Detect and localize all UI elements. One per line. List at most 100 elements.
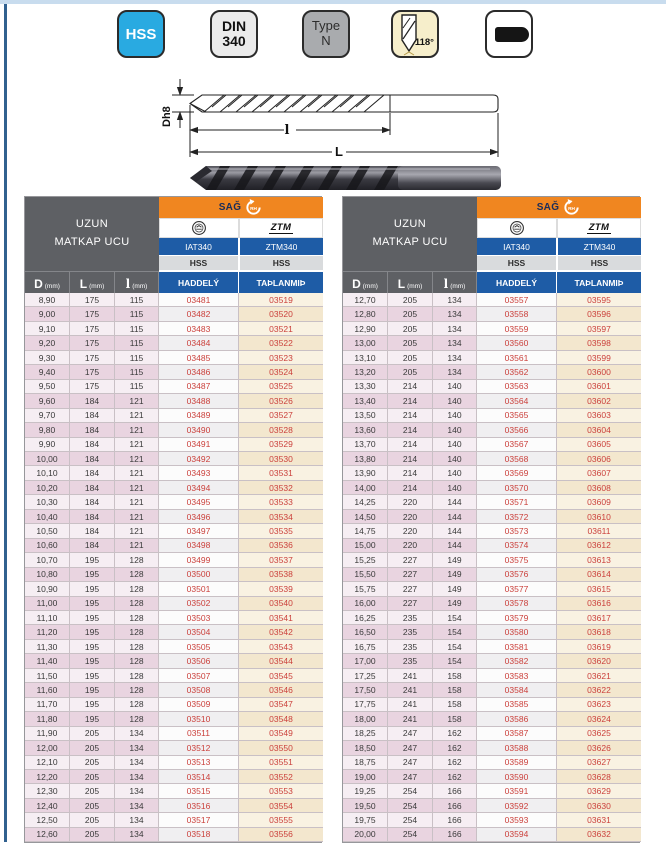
cell-total-length: 175 <box>70 307 115 322</box>
direction-label: SAĞ <box>218 202 242 213</box>
table-title: UZUN MATKAP UCU <box>343 197 477 271</box>
cell-diameter: 13,70 <box>343 437 388 452</box>
cell-diameter: 15,75 <box>343 582 388 597</box>
cell-flute-length: 140 <box>433 423 477 438</box>
cell-total-length: 195 <box>70 596 115 611</box>
drill-flute-lines <box>189 94 391 113</box>
brand2-logo-cell: ZTM <box>239 218 323 238</box>
cell-code-haddeli: 03492 <box>159 451 239 467</box>
ztm-brand-logo: ZTM <box>586 222 612 234</box>
cell-total-length: 195 <box>70 567 115 583</box>
cell-diameter: 13,50 <box>343 408 388 424</box>
cell-code-taslanmis: 03610 <box>557 509 641 525</box>
cell-code-haddeli: 03559 <box>477 321 557 337</box>
cell-code-taslanmis: 03547 <box>239 697 323 713</box>
table-row: 16,00 227 149 03578 03616 <box>343 596 641 611</box>
table-row: 10,60 184 121 03498 03536 <box>25 538 323 554</box>
cell-code-taslanmis: 03612 <box>557 538 641 554</box>
cell-total-length: 205 <box>70 769 115 785</box>
cell-total-length: 214 <box>388 394 433 409</box>
cell-code-taslanmis: 03618 <box>557 625 641 640</box>
cell-flute-length: 128 <box>115 610 159 626</box>
right-hand-rotation-icon: RH <box>564 198 579 215</box>
cell-total-length: 175 <box>70 321 115 337</box>
cell-code-taslanmis: 03536 <box>239 538 323 554</box>
cell-total-length: 227 <box>388 553 433 568</box>
cell-diameter: 11,20 <box>25 625 70 640</box>
material2-label: HSS <box>239 256 323 271</box>
cell-diameter: 10,70 <box>25 553 70 568</box>
cell-flute-length: 115 <box>115 336 159 351</box>
cell-code-taslanmis: 03604 <box>557 423 641 438</box>
cell-code-haddeli: 03491 <box>159 437 239 452</box>
cell-total-length: 227 <box>388 596 433 611</box>
cell-flute-length: 144 <box>433 538 477 554</box>
cell-code-taslanmis: 03609 <box>557 495 641 510</box>
drill-size-table-left: UZUN MATKAP UCU SAĞ RH ZTM IAT340 ZTM340… <box>24 196 323 843</box>
cell-flute-length: 154 <box>433 654 477 669</box>
cell-diameter: 16,00 <box>343 596 388 611</box>
cell-code-haddeli: 03580 <box>477 625 557 640</box>
cell-code-haddeli: 03590 <box>477 769 557 785</box>
table-title-line1: UZUN <box>75 218 109 231</box>
table-row: 11,40 195 128 03506 03544 <box>25 654 323 669</box>
cell-flute-length: 162 <box>433 755 477 770</box>
cell-code-taslanmis: 03524 <box>239 365 323 380</box>
type-n-badge: Type N <box>302 10 350 58</box>
cell-flute-length: 140 <box>433 437 477 452</box>
drill-technical-drawing: Dh8 l L <box>161 79 501 190</box>
cell-diameter: 12,10 <box>25 755 70 770</box>
cell-flute-length: 128 <box>115 697 159 713</box>
cell-flute-length: 115 <box>115 350 159 366</box>
table-row: 12,80 205 134 03558 03596 <box>343 307 641 322</box>
table-row: 11,90 205 134 03511 03549 <box>25 726 323 742</box>
table-row: 15,00 220 144 03574 03612 <box>343 538 641 554</box>
cell-code-taslanmis: 03597 <box>557 321 641 337</box>
cell-diameter: 9,20 <box>25 336 70 351</box>
cell-diameter: 19,25 <box>343 784 388 799</box>
type-badge-line2: N <box>321 33 331 48</box>
cell-code-haddeli: 03485 <box>159 350 239 366</box>
cell-code-taslanmis: 03598 <box>557 336 641 351</box>
cell-diameter: 13,80 <box>343 451 388 467</box>
cell-diameter: 16,25 <box>343 610 388 626</box>
cell-code-haddeli: 03496 <box>159 509 239 525</box>
cell-code-haddeli: 03517 <box>159 813 239 828</box>
cell-code-taslanmis: 03623 <box>557 697 641 713</box>
cell-total-length: 184 <box>70 408 115 424</box>
cell-diameter: 13,30 <box>343 379 388 395</box>
table-row: 13,90 214 140 03569 03607 <box>343 466 641 481</box>
cell-code-haddeli: 03570 <box>477 480 557 496</box>
cell-diameter: 15,50 <box>343 567 388 583</box>
cell-code-taslanmis: 03549 <box>239 726 323 742</box>
cell-code-haddeli: 03564 <box>477 394 557 409</box>
cell-code-taslanmis: 03521 <box>239 321 323 337</box>
cell-code-taslanmis: 03632 <box>557 827 641 843</box>
table-row: 17,00 235 154 03582 03620 <box>343 654 641 669</box>
cell-code-haddeli: 03489 <box>159 408 239 424</box>
point-angle-badge: 118° <box>391 10 439 58</box>
table-title-line2: MATKAP UCU <box>54 236 130 248</box>
table-row: 9,70 184 121 03489 03527 <box>25 408 323 424</box>
cell-total-length: 184 <box>70 451 115 467</box>
cell-diameter: 18,50 <box>343 741 388 756</box>
cell-diameter: 12,20 <box>25 769 70 785</box>
cell-code-taslanmis: 03626 <box>557 741 641 756</box>
cell-code-taslanmis: 03535 <box>239 524 323 539</box>
cell-code-haddeli: 03490 <box>159 423 239 438</box>
table-row: 13,60 214 140 03566 03604 <box>343 423 641 438</box>
cell-flute-length: 121 <box>115 524 159 539</box>
cell-total-length: 184 <box>70 495 115 510</box>
table-row: 18,00 241 158 03586 03624 <box>343 712 641 727</box>
cell-total-length: 175 <box>70 293 115 308</box>
table-row: 9,40 175 115 03486 03524 <box>25 365 323 380</box>
cell-total-length: 205 <box>70 827 115 843</box>
cell-total-length: 254 <box>388 798 433 814</box>
cell-total-length: 247 <box>388 769 433 785</box>
cell-diameter: 11,10 <box>25 610 70 626</box>
cell-flute-length: 121 <box>115 437 159 452</box>
cell-diameter: 20,00 <box>343 827 388 843</box>
cell-code-haddeli: 03568 <box>477 451 557 467</box>
cell-flute-length: 166 <box>433 827 477 843</box>
brand1-code: IAT340 <box>159 238 239 256</box>
